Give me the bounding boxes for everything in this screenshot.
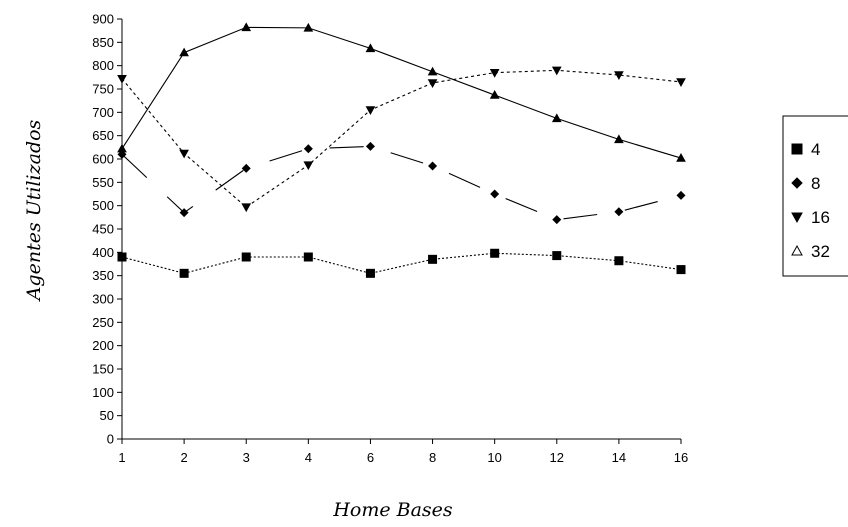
y-tick-label: 200 (92, 338, 114, 353)
series-32 (117, 22, 686, 162)
x-tick-label: 8 (429, 450, 436, 465)
series-line-16 (121, 69, 682, 208)
data-point (241, 203, 252, 213)
x-tick-label: 16 (674, 450, 688, 465)
data-point (551, 113, 562, 123)
data-point (241, 22, 252, 32)
data-point (179, 208, 189, 218)
x-tick-label: 1 (118, 450, 125, 465)
data-point (303, 144, 313, 154)
y-tick-label: 550 (92, 175, 114, 190)
data-point (241, 163, 251, 173)
y-tick-label: 250 (92, 315, 114, 330)
legend-label-8: 8 (811, 174, 820, 193)
y-tick-label: 500 (92, 198, 114, 213)
data-point (117, 252, 127, 262)
data-point (427, 66, 438, 76)
y-axis-ticks: 0 50 100 150 200 250 300 350 400 450 500 550 600 650 7… (92, 12, 122, 447)
legend-label-16: 16 (811, 208, 830, 227)
series-layer (117, 22, 686, 278)
series-line-4 (121, 252, 682, 274)
y-tick-label: 450 (92, 222, 114, 237)
x-tick-label: 4 (305, 450, 312, 465)
data-point (241, 252, 251, 262)
data-point (489, 68, 500, 78)
data-point (676, 153, 686, 162)
y-tick-label: 300 (92, 292, 114, 307)
y-tick-label: 100 (92, 385, 114, 400)
data-point (552, 251, 562, 261)
data-point (428, 161, 438, 171)
series-line-8 (121, 145, 682, 221)
data-point (117, 75, 127, 84)
y-tick-label: 150 (92, 362, 114, 377)
legend: 4 8 16 32 (782, 115, 848, 277)
series-line-32 (121, 26, 682, 159)
y-tick-label: 0 (107, 432, 114, 447)
y-tick-label: 850 (92, 35, 114, 50)
data-point (489, 90, 500, 99)
data-point (614, 134, 624, 144)
y-tick-label: 400 (92, 245, 114, 260)
data-point (490, 189, 500, 199)
y-tick-label: 350 (92, 268, 114, 283)
data-point (303, 22, 314, 32)
x-tick-label: 6 (367, 450, 374, 465)
axes (121, 19, 681, 440)
y-tick-label: 900 (92, 12, 114, 27)
y-tick-label: 650 (92, 128, 114, 143)
x-tick-label: 14 (612, 450, 626, 465)
legend-box (782, 115, 848, 277)
legend-marker (791, 212, 803, 224)
data-point (179, 149, 189, 159)
y-axis-title: Agentes Utilizados (23, 119, 45, 302)
legend-label-4: 4 (811, 140, 820, 159)
data-point (490, 248, 500, 258)
x-axis-title: Home Bases (332, 499, 453, 521)
data-point (365, 268, 375, 278)
data-point (614, 71, 624, 81)
y-tick-label: 750 (92, 82, 114, 97)
series-8 (117, 141, 686, 225)
legend-marker (791, 177, 803, 189)
data-point (179, 268, 189, 278)
data-point (676, 190, 686, 200)
data-point (614, 256, 624, 266)
y-tick-label: 700 (92, 105, 114, 120)
legend-label-32: 32 (811, 242, 830, 261)
data-point (428, 254, 438, 264)
series-4 (117, 248, 686, 278)
data-point (117, 143, 127, 153)
x-axis-ticks: 1 2 3 4 6 8 10 12 14 16 (118, 439, 688, 465)
y-tick-label: 50 (100, 408, 114, 423)
data-point (427, 79, 438, 88)
data-point (365, 141, 375, 151)
data-point (365, 106, 376, 116)
data-point (614, 207, 624, 217)
legend-items: 4 8 16 32 (791, 140, 830, 261)
legend-marker (791, 244, 803, 256)
x-tick-label: 10 (487, 450, 501, 465)
data-point (303, 161, 314, 171)
y-tick-label: 800 (92, 58, 114, 73)
data-point (365, 43, 376, 53)
data-point (179, 47, 189, 57)
series-16 (117, 66, 686, 213)
data-point (552, 215, 562, 225)
y-tick-label: 600 (92, 152, 114, 167)
legend-marker (791, 143, 803, 155)
data-point (676, 265, 686, 275)
x-tick-label: 2 (180, 450, 187, 465)
data-point (303, 252, 313, 262)
data-point (676, 78, 686, 88)
data-point (551, 66, 562, 76)
x-tick-label: 12 (550, 450, 564, 465)
x-tick-label: 3 (243, 450, 250, 465)
